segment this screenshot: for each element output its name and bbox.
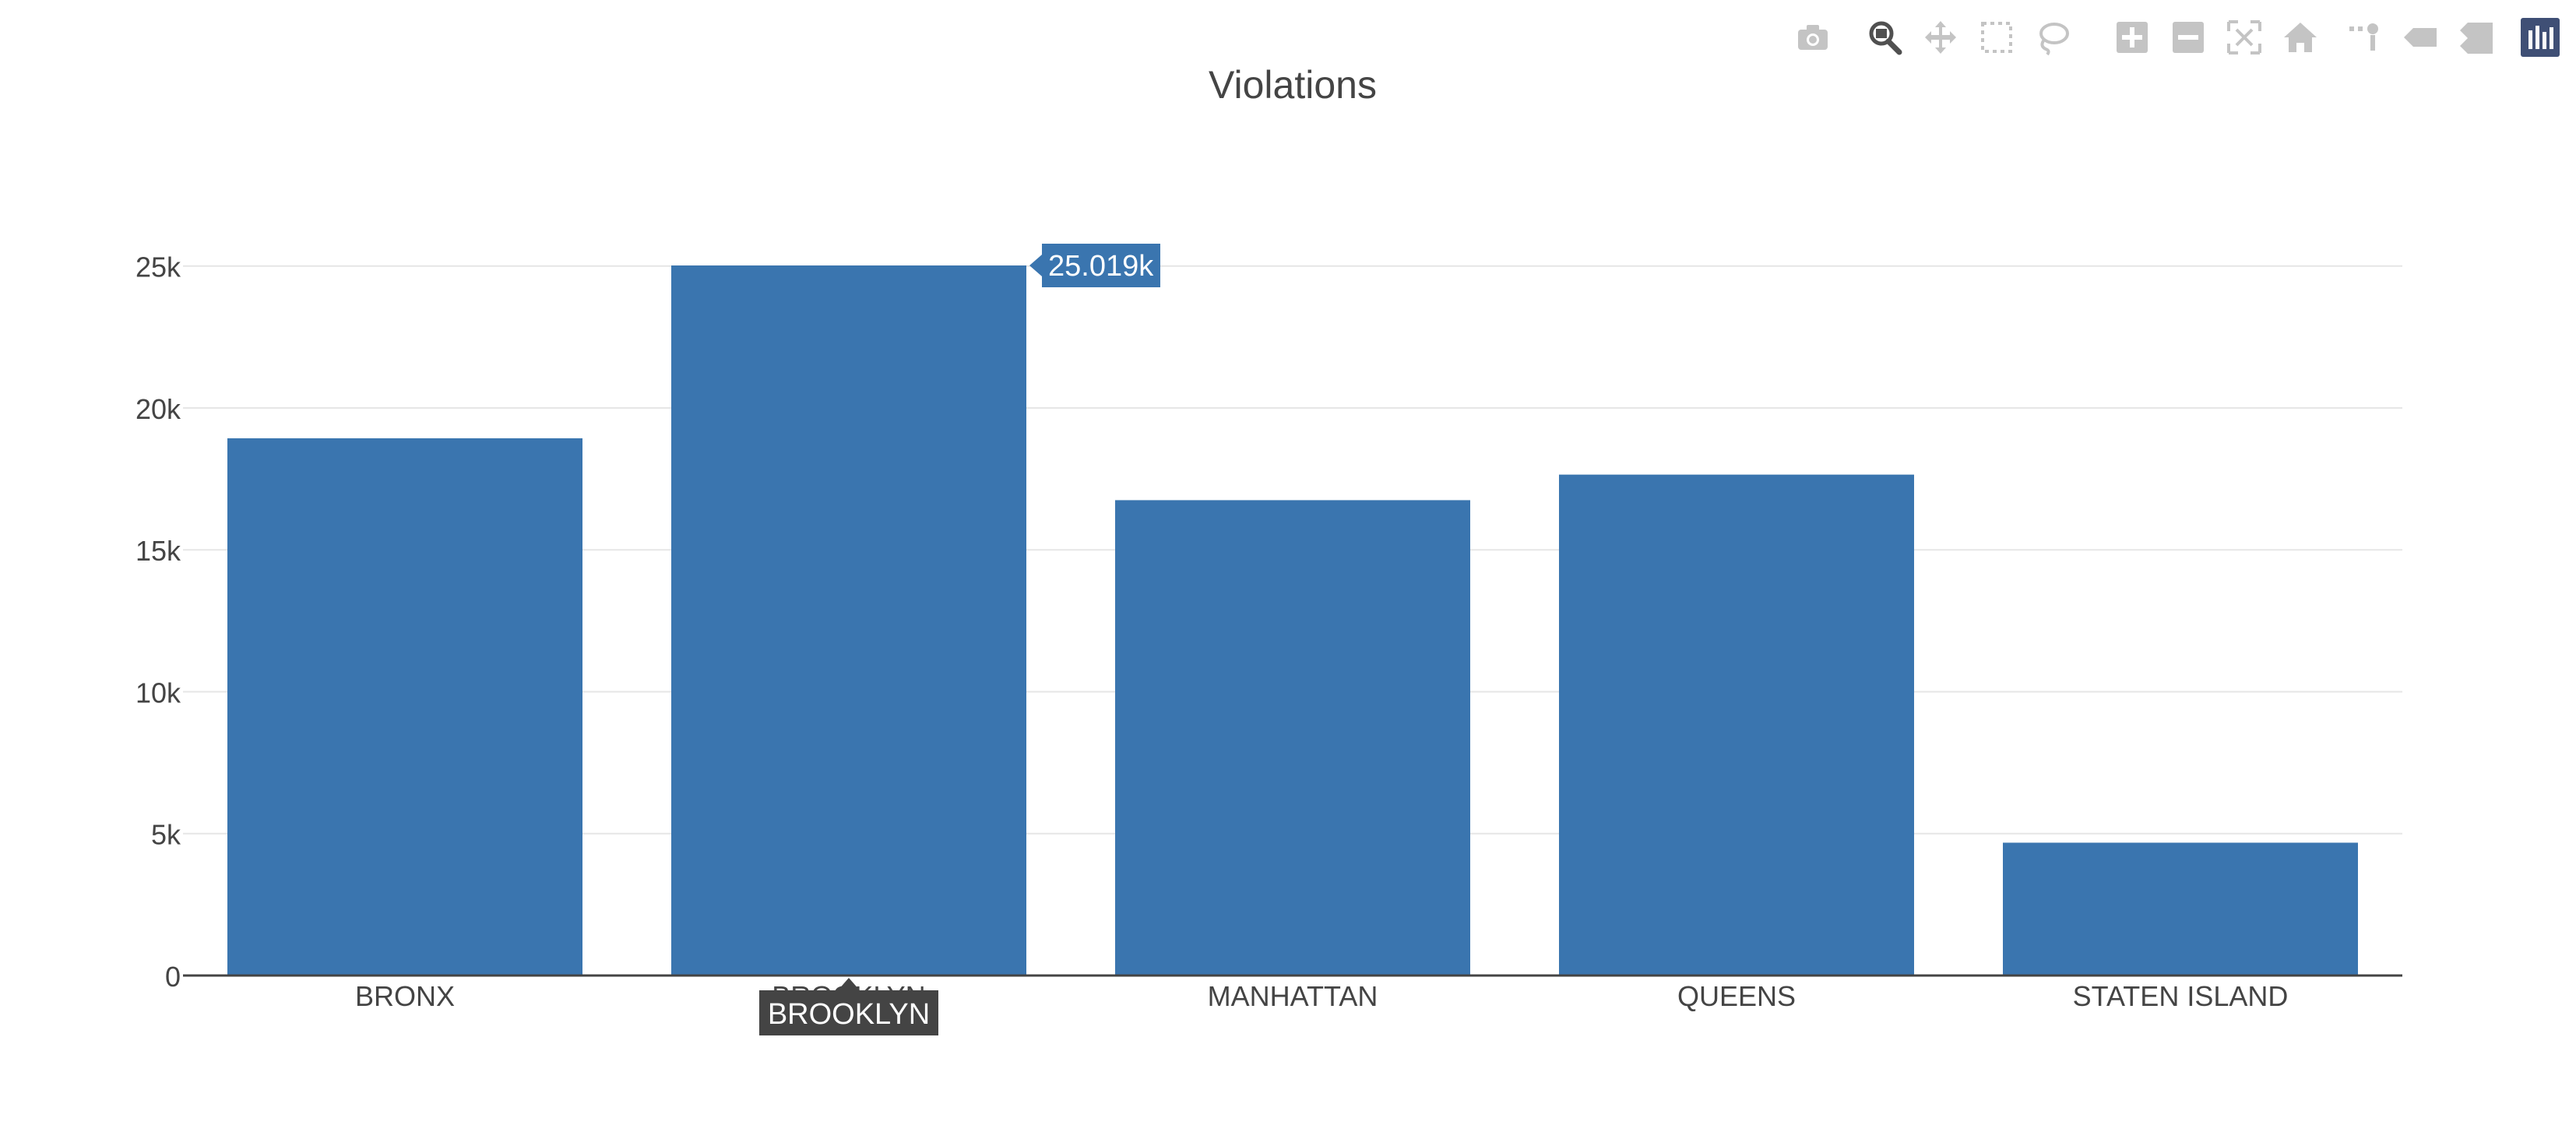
category-hover-label: BROOKLYN (768, 998, 930, 1031)
zoom-in-icon (2117, 22, 2148, 53)
bar-queens[interactable] (1559, 474, 1914, 976)
zoom-button[interactable] (1861, 14, 1908, 61)
bar-brooklyn[interactable] (671, 265, 1026, 976)
x-tick-label: BRONX (355, 980, 455, 1012)
value-hover-label: 25.019k (1048, 250, 1154, 283)
camera-button[interactable] (1789, 14, 1836, 61)
hover-compare-button[interactable] (2453, 14, 2500, 61)
zoom-out-icon (2173, 22, 2204, 53)
y-tick-label: 10k (135, 677, 181, 708)
spike-lines-button[interactable] (2341, 14, 2388, 61)
autoscale-button[interactable] (2221, 14, 2268, 61)
y-tick-label: 0 (165, 961, 181, 993)
value-hover-box (1029, 244, 1160, 287)
zoom-out-button[interactable] (2165, 14, 2212, 61)
plotly-logo-button[interactable] (2517, 14, 2564, 61)
y-tick-label: 5k (151, 819, 181, 851)
lasso-select-button[interactable] (2029, 14, 2076, 61)
hover-layer: 25.019k BROOKLYN (759, 244, 1160, 1035)
y-tick-label: 15k (135, 535, 181, 567)
x-axis-tick-labels: BRONXBROOKLYNMANHATTANQUEENSSTATEN ISLAN… (355, 980, 2288, 1012)
reset-axes-icon (2284, 23, 2317, 52)
modebar (1789, 14, 2568, 61)
bar-bronx[interactable] (227, 438, 582, 976)
hover-closest-icon (2404, 28, 2437, 47)
plotly-logo-icon (2521, 18, 2560, 57)
pan-icon (1925, 21, 1956, 54)
bars (227, 265, 2358, 976)
reset-axes-button[interactable] (2277, 14, 2324, 61)
pan-button[interactable] (1917, 14, 1964, 61)
lasso-select-icon (2039, 23, 2069, 56)
spike-lines-icon (2349, 23, 2378, 51)
chart-title: Violations (1209, 63, 1377, 107)
category-hover-box (759, 978, 938, 1035)
box-select-button[interactable] (1973, 14, 2020, 61)
bar-manhattan[interactable] (1115, 500, 1470, 976)
hover-closest-button[interactable] (2397, 14, 2444, 61)
zoom-in-button[interactable] (2109, 14, 2155, 61)
autoscale-icon (2227, 20, 2261, 54)
y-axis-tick-labels: 0 5k 10k 15k 20k 25k (135, 251, 181, 993)
box-select-icon (1981, 22, 2012, 53)
x-tick-label: MANHATTAN (1208, 980, 1378, 1012)
y-tick-label: 25k (135, 251, 181, 283)
y-tick-label: 20k (135, 393, 181, 425)
x-tick-label: QUEENS (1677, 980, 1796, 1012)
zoom-icon (1869, 21, 1902, 55)
x-tick-label: STATEN ISLAND (2073, 980, 2289, 1012)
hover-compare-icon (2460, 23, 2493, 54)
camera-icon (1798, 25, 1828, 50)
bar-staten-island[interactable] (2003, 842, 2358, 976)
